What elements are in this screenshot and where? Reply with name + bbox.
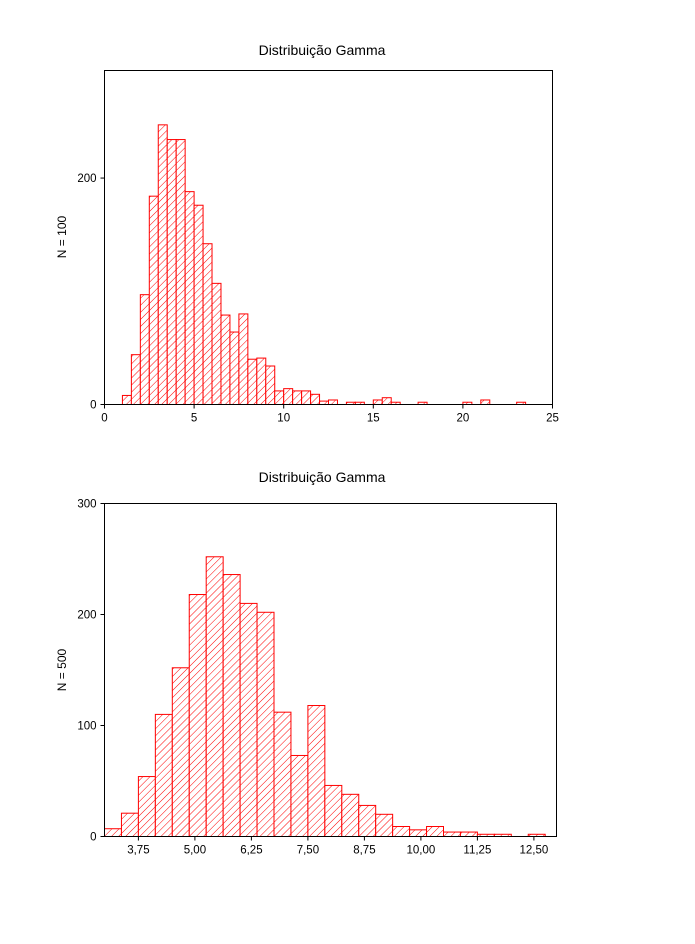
x-tick-label: 25 <box>546 413 559 425</box>
histogram-chart-n100: Distribuição Gamma N = 100 0 5 10 15 20 25 0 20… <box>55 42 559 425</box>
histogram-bar <box>247 358 258 405</box>
x-tick-label: 8,75 <box>353 845 375 857</box>
histogram-bar <box>229 331 240 405</box>
histogram-bar <box>238 313 249 406</box>
histogram-bar <box>193 204 204 405</box>
x-tick-label: 11,25 <box>463 845 491 857</box>
y-axis-label: N = 500 <box>55 648 69 691</box>
histogram-bar <box>283 388 294 405</box>
histogram-bar <box>205 556 224 838</box>
histogram-bar <box>120 812 139 838</box>
x-tick-label: 10,00 <box>407 845 436 857</box>
histogram-chart-n500: Distribuição Gamma N = 500 3,75 5,00 6,25 7… <box>55 469 557 857</box>
histogram-bar <box>175 139 186 406</box>
y-tick-label: 200 <box>77 173 96 185</box>
x-tick-label: 6,25 <box>240 845 262 857</box>
axis-ticks: 0 5 10 15 20 25 0 200 <box>77 173 559 424</box>
plot-frame <box>104 503 557 837</box>
histogram-bar <box>459 831 478 837</box>
histogram-bar <box>157 124 168 405</box>
x-tick-label: 7,50 <box>297 845 319 857</box>
y-axis-label: N = 100 <box>55 215 69 258</box>
histogram-bar <box>292 390 303 406</box>
chart-title: Distribuição Gamma <box>259 42 386 58</box>
histogram-bar <box>148 195 159 405</box>
histogram-bar <box>480 399 491 406</box>
chart-title: Distribuição Gamma <box>259 469 386 485</box>
histogram-bar <box>274 390 285 406</box>
x-tick-label: 5 <box>191 413 197 425</box>
histogram-bar <box>409 829 428 838</box>
histogram-bar <box>139 294 150 405</box>
histogram-bar <box>130 354 141 405</box>
histogram-bar <box>301 390 312 406</box>
y-tick-label: 300 <box>77 499 96 511</box>
histogram-bar <box>202 243 213 405</box>
histogram-bar <box>220 314 231 406</box>
histogram-bar <box>256 611 275 838</box>
histogram-bar <box>381 397 392 406</box>
x-tick-label: 10 <box>277 413 290 425</box>
histogram-bar <box>358 804 377 837</box>
histogram-bar <box>121 394 132 406</box>
histogram-bar <box>372 399 383 406</box>
histogram-bar <box>273 711 292 837</box>
histogram-bar <box>171 667 190 838</box>
y-tick-label: 200 <box>77 610 96 622</box>
x-tick-label: 15 <box>367 413 380 425</box>
x-tick-label: 0 <box>101 413 107 425</box>
plot-frame <box>104 70 553 405</box>
y-tick-label: 0 <box>90 400 96 412</box>
histogram-bar <box>375 813 394 837</box>
histogram-bar <box>239 602 258 838</box>
histogram-bar <box>211 282 222 406</box>
histogram-bar <box>324 784 343 838</box>
histogram-bar <box>188 594 207 838</box>
histogram-bar <box>166 139 177 406</box>
histogram-bar <box>256 357 267 405</box>
axis-ticks: 3,75 5,00 6,25 7,50 8,75 10,00 11,25 12,50 0 100 2… <box>77 499 548 857</box>
histogram-bar <box>443 831 461 837</box>
y-tick-label: 100 <box>77 721 96 733</box>
bars <box>121 124 527 406</box>
histogram-bar <box>104 828 122 837</box>
histogram-bar <box>328 399 338 406</box>
x-tick-label: 3,75 <box>127 845 149 857</box>
histogram-bar <box>310 393 321 406</box>
histogram-bar <box>265 365 276 406</box>
histogram-bar <box>137 776 156 837</box>
y-tick-label: 0 <box>90 832 96 844</box>
histogram-bar <box>184 191 195 405</box>
x-tick-label: 12,50 <box>520 845 549 857</box>
histogram-bar <box>319 400 330 406</box>
histogram-bar <box>307 705 326 838</box>
histogram-bar <box>426 826 444 838</box>
bars <box>104 556 546 838</box>
histogram-bar <box>341 793 360 838</box>
histogram-bar <box>222 574 241 837</box>
histogram-bar <box>290 754 309 837</box>
histogram-bar <box>154 713 173 838</box>
x-tick-label: 5,00 <box>184 845 206 857</box>
x-tick-label: 20 <box>457 413 470 425</box>
histogram-bar <box>392 826 411 838</box>
